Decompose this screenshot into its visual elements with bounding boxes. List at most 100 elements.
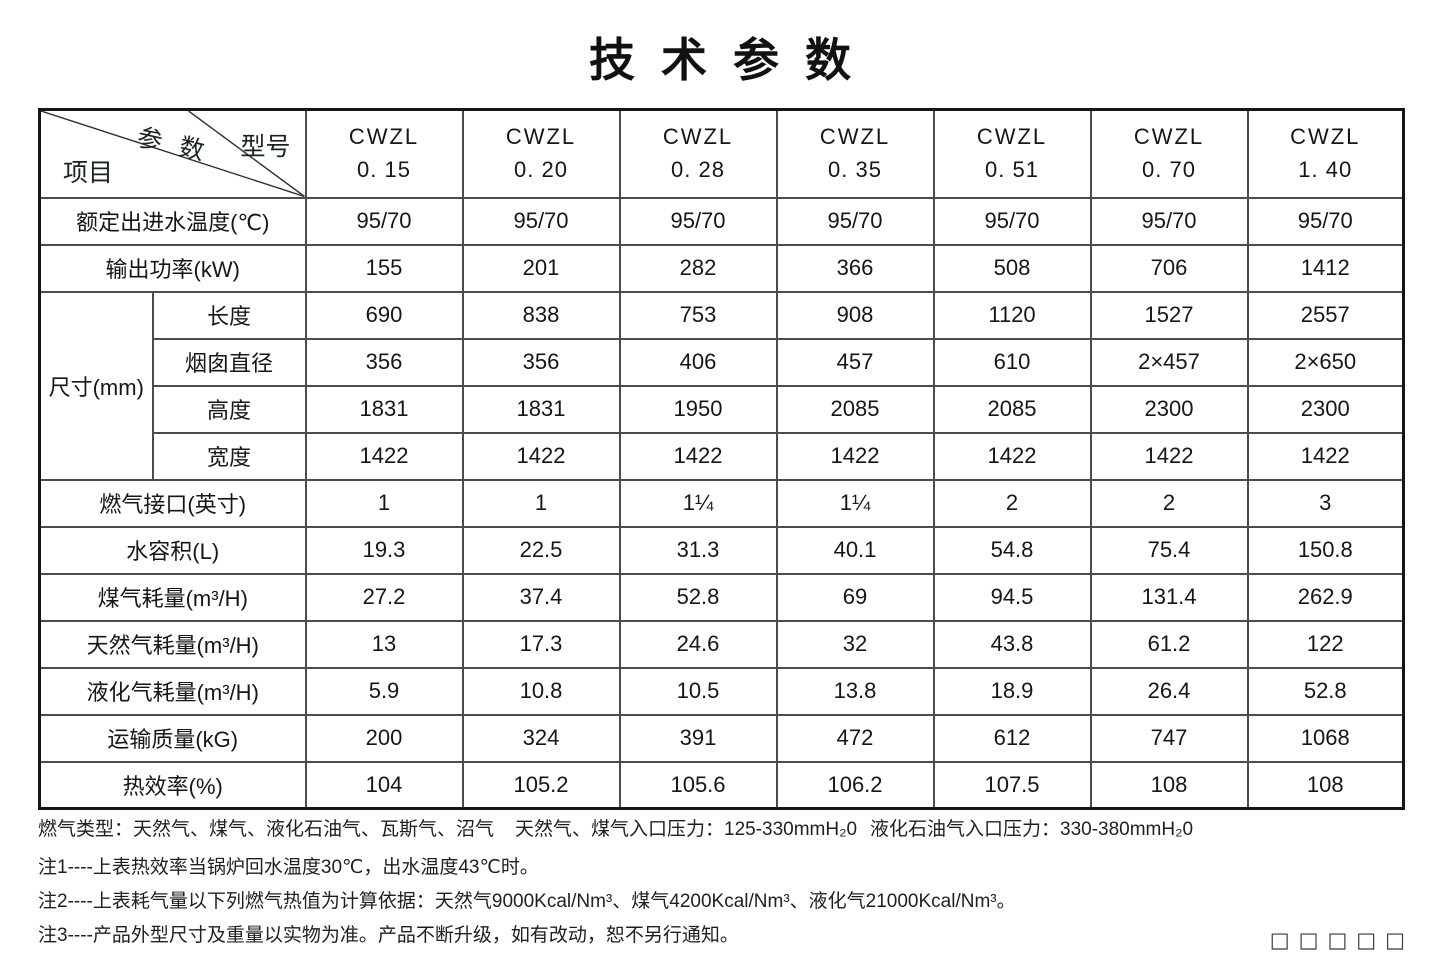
row-coal-gas-consumption: 煤气耗量(m³/H) 27.2 37.4 52.8 69 94.5 131.4 … bbox=[38, 572, 1405, 622]
row-gas-connection: 燃气接口(英寸) 1 1 1¼ 1¼ 2 2 3 bbox=[38, 478, 1405, 528]
corner-model-label: 型号 bbox=[240, 133, 291, 161]
value-cell: 69 bbox=[775, 572, 935, 622]
row-label: 输出功率(kW) bbox=[38, 243, 307, 293]
value-cell: 1422 bbox=[1089, 431, 1249, 481]
value-cell: 13 bbox=[304, 619, 464, 669]
value-cell: 108 bbox=[1089, 760, 1249, 810]
row-label: 宽度 bbox=[151, 431, 307, 481]
value-cell: 95/70 bbox=[618, 196, 778, 246]
row-water-temp: 额定出进水温度(℃) 95/70 95/70 95/70 95/70 95/70… bbox=[38, 196, 1405, 246]
model-size: 1. 40 bbox=[1298, 157, 1353, 183]
value-cell: 2085 bbox=[775, 384, 935, 434]
value-cell: 95/70 bbox=[775, 196, 935, 246]
value-cell: 282 bbox=[618, 243, 778, 293]
value-cell: 2085 bbox=[932, 384, 1092, 434]
value-cell: 1422 bbox=[461, 431, 621, 481]
row-label: 燃气接口(英寸) bbox=[38, 478, 307, 528]
value-cell: 106.2 bbox=[775, 760, 935, 810]
footer-line-gas-info: 燃气类型：天然气、煤气、液化石油气、瓦斯气、沼气 天然气、煤气入口压力：125-… bbox=[38, 812, 1402, 840]
row-label: 热效率(%) bbox=[38, 760, 307, 810]
value-cell: 1412 bbox=[1246, 243, 1405, 293]
value-cell: 52.8 bbox=[618, 572, 778, 622]
model-size: 0. 51 bbox=[985, 157, 1039, 183]
value-cell: 356 bbox=[304, 337, 464, 387]
value-cell: 1950 bbox=[618, 384, 778, 434]
value-cell: 107.5 bbox=[932, 760, 1092, 810]
row-lpg-consumption: 液化气耗量(m³/H) 5.9 10.8 10.5 13.8 18.9 26.4… bbox=[38, 666, 1405, 716]
value-cell: 747 bbox=[1089, 713, 1249, 763]
value-cell: 24.6 bbox=[618, 619, 778, 669]
row-label: 液化气耗量(m³/H) bbox=[38, 666, 307, 716]
model-series: CWZL bbox=[505, 124, 577, 150]
value-cell: 356 bbox=[461, 337, 621, 387]
value-cell: 105.6 bbox=[618, 760, 778, 810]
row-label: 长度 bbox=[151, 290, 307, 340]
row-label: 高度 bbox=[151, 384, 307, 434]
gas-types-text: 燃气类型：天然气、煤气、液化石油气、瓦斯气、沼气 bbox=[38, 819, 495, 840]
model-series: CWZL bbox=[819, 124, 891, 150]
value-cell: 19.3 bbox=[304, 525, 464, 575]
value-cell: 18.9 bbox=[932, 666, 1092, 716]
value-cell: 32 bbox=[775, 619, 935, 669]
value-cell: 43.8 bbox=[932, 619, 1092, 669]
value-cell: 391 bbox=[618, 713, 778, 763]
model-series: CWZL bbox=[348, 124, 420, 150]
footer-notes: 燃气类型：天然气、煤气、液化石油气、瓦斯气、沼气 天然气、煤气入口压力：125-… bbox=[38, 812, 1402, 946]
value-cell: 105.2 bbox=[461, 760, 621, 810]
value-cell: 2 bbox=[1089, 478, 1249, 528]
row-label: 水容积(L) bbox=[38, 525, 307, 575]
model-header: CWZL 0. 15 bbox=[304, 108, 464, 199]
value-cell: 1422 bbox=[932, 431, 1092, 481]
row-transport-weight: 运输质量(kG) 200 324 391 472 612 747 1068 bbox=[38, 713, 1405, 763]
value-cell: 1120 bbox=[932, 290, 1092, 340]
value-cell: 838 bbox=[461, 290, 621, 340]
value-cell: 1831 bbox=[461, 384, 621, 434]
row-height: 高度 1831 1831 1950 2085 2085 2300 2300 bbox=[40, 384, 1405, 434]
value-cell: 1068 bbox=[1246, 713, 1405, 763]
model-size: 0. 70 bbox=[1142, 157, 1196, 183]
page-title: 技术参数 bbox=[589, 34, 877, 86]
model-series: CWZL bbox=[976, 124, 1048, 150]
note-3: 注3----产品外型尺寸及重量以实物为准。产品不断升级，如有改动，恕不另行通知。 bbox=[38, 925, 739, 946]
spec-table: 参数 型号 项目 CWZL 0. 15 CWZL 0. 20 CWZL 0. 2… bbox=[38, 108, 1405, 810]
value-cell: 1422 bbox=[775, 431, 935, 481]
value-cell: 753 bbox=[618, 290, 778, 340]
value-cell: 200 bbox=[304, 713, 464, 763]
row-label: 天然气耗量(m³/H) bbox=[38, 619, 307, 669]
value-cell: 54.8 bbox=[932, 525, 1092, 575]
value-cell: 1527 bbox=[1089, 290, 1249, 340]
value-cell: 122 bbox=[1246, 619, 1405, 669]
row-water-volume: 水容积(L) 19.3 22.5 31.3 40.1 54.8 75.4 150… bbox=[38, 525, 1405, 575]
value-cell: 612 bbox=[932, 713, 1092, 763]
model-size: 0. 28 bbox=[671, 157, 725, 183]
model-header: CWZL 0. 70 bbox=[1089, 108, 1249, 199]
model-series: CWZL bbox=[662, 124, 734, 150]
value-cell: 472 bbox=[775, 713, 935, 763]
model-header: CWZL 0. 28 bbox=[618, 108, 778, 199]
row-natural-gas-consumption: 天然气耗量(m³/H) 13 17.3 24.6 32 43.8 61.2 12… bbox=[38, 619, 1405, 669]
value-cell: 104 bbox=[304, 760, 464, 810]
dimension-group-label: 尺寸(mm) bbox=[38, 290, 154, 481]
value-cell: 2×650 bbox=[1246, 337, 1405, 387]
row-width: 宽度 1422 1422 1422 1422 1422 1422 1422 bbox=[40, 431, 1405, 481]
value-cell: 1422 bbox=[1246, 431, 1405, 481]
value-cell: 908 bbox=[775, 290, 935, 340]
value-cell: 2557 bbox=[1246, 290, 1405, 340]
value-cell: 31.3 bbox=[618, 525, 778, 575]
value-cell: 2×457 bbox=[1089, 337, 1249, 387]
value-cell: 1¼ bbox=[618, 478, 778, 528]
value-cell: 22.5 bbox=[461, 525, 621, 575]
value-cell: 406 bbox=[618, 337, 778, 387]
model-header: CWZL 1. 40 bbox=[1246, 108, 1405, 199]
row-output-power: 输出功率(kW) 155 201 282 366 508 706 1412 bbox=[38, 243, 1405, 293]
value-cell: 1422 bbox=[304, 431, 464, 481]
model-header: CWZL 0. 20 bbox=[461, 108, 621, 199]
value-cell: 1 bbox=[461, 478, 621, 528]
row-label: 煤气耗量(m³/H) bbox=[38, 572, 307, 622]
value-cell: 201 bbox=[461, 243, 621, 293]
value-cell: 26.4 bbox=[1089, 666, 1249, 716]
value-cell: 52.8 bbox=[1246, 666, 1405, 716]
value-cell: 5.9 bbox=[304, 666, 464, 716]
corner-header-cell: 参数 型号 项目 bbox=[38, 108, 307, 199]
header-row: 参数 型号 项目 CWZL 0. 15 CWZL 0. 20 CWZL 0. 2… bbox=[38, 108, 1405, 199]
